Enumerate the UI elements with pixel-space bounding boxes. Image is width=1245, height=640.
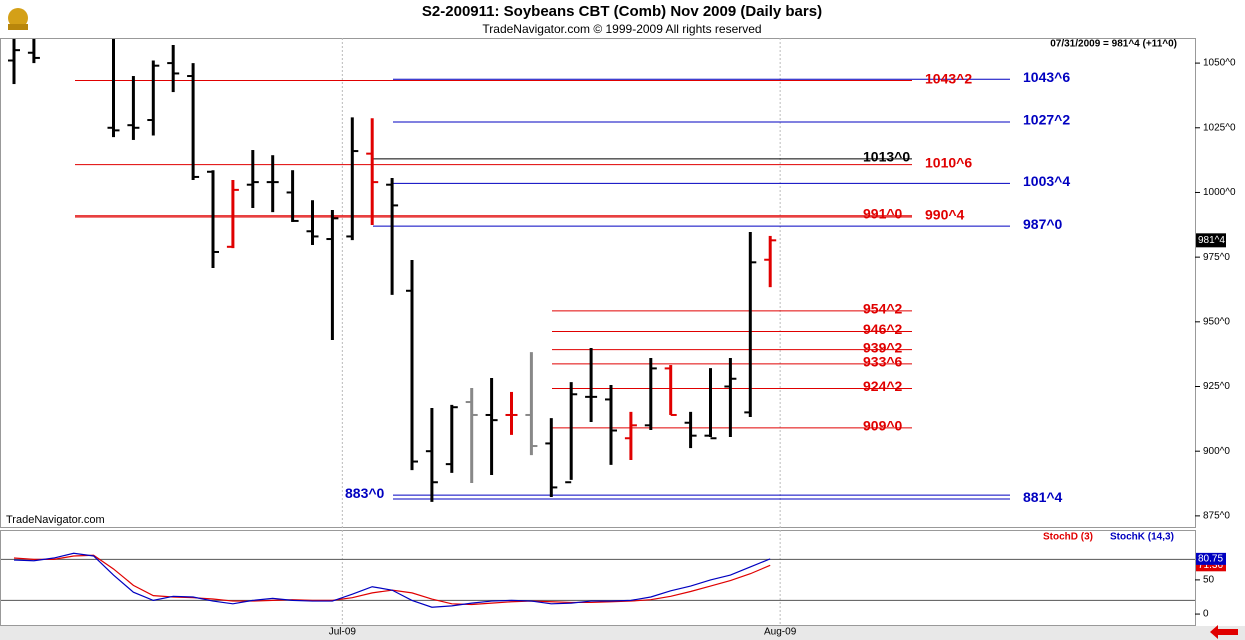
level-label: 1027^2 xyxy=(1023,112,1070,128)
price-panel xyxy=(0,38,1196,528)
level-label: 883^0 xyxy=(345,485,385,501)
last-price-box xyxy=(1196,233,1226,248)
y-tick-label: 50 xyxy=(1203,575,1215,586)
nav-arrow[interactable] xyxy=(1210,625,1238,639)
logo xyxy=(8,8,28,30)
level-label: 909^0 xyxy=(863,418,903,434)
y-tick-label: 0 xyxy=(1203,609,1209,620)
value-box xyxy=(1196,552,1226,565)
level-label: 987^0 xyxy=(1023,216,1063,232)
level-label: 1013^0 xyxy=(863,149,910,165)
y-tick-label: 1050^0 xyxy=(1203,58,1236,69)
x-tick-label: Jul-09 xyxy=(329,627,357,638)
level-label: 991^0 xyxy=(863,205,903,221)
chart-title: S2-200911: Soybeans CBT (Comb) Nov 2009 … xyxy=(422,3,822,20)
bars xyxy=(8,39,1010,502)
watermark: TradeNavigator.com xyxy=(6,514,105,526)
y-tick-label: 900^0 xyxy=(1203,446,1230,457)
legend-entry: StochD (3) xyxy=(1043,532,1093,543)
level-label: 1043^2 xyxy=(925,70,972,86)
level-label: 924^2 xyxy=(863,378,903,394)
level-label: 1003^4 xyxy=(1023,173,1070,189)
stoch-panel xyxy=(0,530,1196,626)
level-label: 1010^6 xyxy=(925,154,972,170)
y-tick-label: 925^0 xyxy=(1203,381,1230,392)
x-axis-strip xyxy=(0,626,1245,640)
level-label: 933^6 xyxy=(863,354,903,370)
y-tick-label: 975^0 xyxy=(1203,252,1230,263)
level-label: 990^4 xyxy=(925,207,965,223)
y-tick-label: 950^0 xyxy=(1203,316,1230,327)
level-label: 881^4 xyxy=(1023,489,1063,505)
level-label: 939^2 xyxy=(863,339,903,355)
stoch-line xyxy=(13,552,771,608)
level-label: 1043^6 xyxy=(1023,69,1070,85)
y-tick-label: 1000^0 xyxy=(1203,187,1236,198)
chart-subtitle: TradeNavigator.com © 1999-2009 All right… xyxy=(482,22,761,36)
level-label: 954^2 xyxy=(863,301,903,317)
annotation: 07/31/2009 = 981^4 (+11^0) xyxy=(1050,39,1177,50)
value-label: 80.75 xyxy=(1198,554,1223,565)
level-label: 946^2 xyxy=(863,321,903,337)
value-label: 71.36 xyxy=(1198,560,1223,571)
legend-entry: StochK (14,3) xyxy=(1110,532,1174,543)
x-tick-label: Aug-09 xyxy=(764,627,797,638)
y-tick-label: 1025^0 xyxy=(1203,122,1236,133)
last-price-label: 981^4 xyxy=(1198,235,1225,246)
y-tick-label: 875^0 xyxy=(1203,511,1230,522)
